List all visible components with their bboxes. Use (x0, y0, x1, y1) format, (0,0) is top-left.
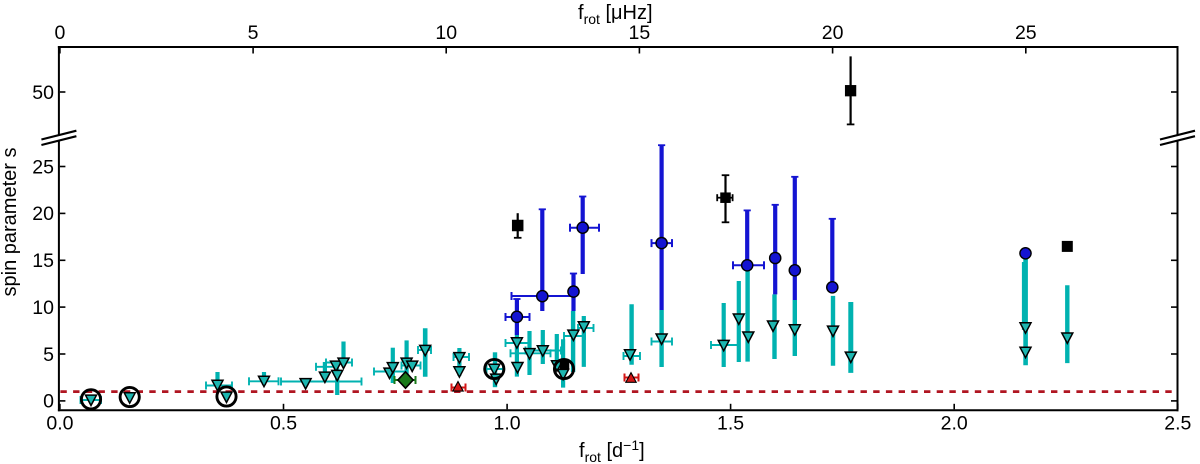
svg-text:0.5: 0.5 (270, 413, 297, 435)
svg-text:1.0: 1.0 (494, 413, 521, 435)
svg-text:20: 20 (32, 203, 54, 225)
svg-text:spin parameter s: spin parameter s (0, 148, 21, 297)
svg-text:5: 5 (43, 344, 54, 366)
svg-text:10: 10 (32, 297, 54, 319)
svg-text:15: 15 (32, 250, 54, 272)
svg-text:0: 0 (54, 22, 65, 44)
svg-text:10: 10 (435, 22, 457, 44)
svg-text:50: 50 (32, 82, 54, 104)
svg-text:0: 0 (43, 391, 54, 413)
svg-text:25: 25 (32, 156, 54, 178)
svg-text:15: 15 (629, 22, 651, 44)
svg-text:2.5: 2.5 (1164, 413, 1191, 435)
svg-text:25: 25 (1015, 22, 1037, 44)
svg-text:0.0: 0.0 (46, 413, 73, 435)
svg-text:20: 20 (822, 22, 844, 44)
svg-text:1.5: 1.5 (717, 413, 744, 435)
svg-text:2.0: 2.0 (941, 413, 968, 435)
svg-text:5: 5 (248, 22, 259, 44)
